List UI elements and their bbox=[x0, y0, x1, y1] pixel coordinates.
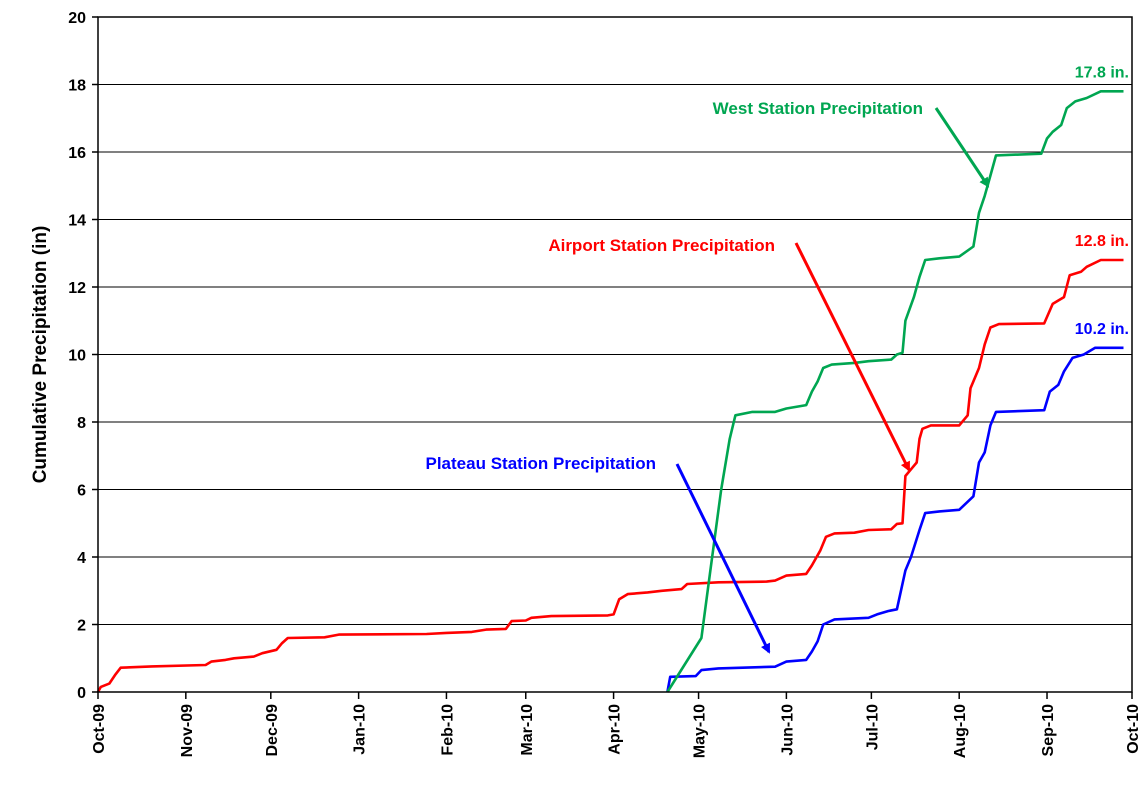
y-tick-label: 14 bbox=[68, 213, 86, 230]
airport-station-precipitation-end-label: 12.8 in. bbox=[1075, 233, 1129, 250]
x-tick-label: Dec-09 bbox=[264, 704, 281, 757]
series-lines bbox=[96, 90, 1124, 693]
airport-station-callout-arrow bbox=[794, 242, 911, 472]
x-tick-label: Jan-10 bbox=[352, 704, 369, 755]
y-tick-label: 0 bbox=[77, 685, 86, 702]
plateau-station-precipitation-end-label: 10.2 in. bbox=[1075, 321, 1129, 338]
x-tick-label: Oct-09 bbox=[91, 704, 108, 754]
west-station-callout-text: West Station Precipitation bbox=[713, 99, 923, 118]
y-tick-label: 8 bbox=[77, 415, 86, 432]
gridlines bbox=[98, 16, 1132, 625]
y-tick-label: 10 bbox=[68, 348, 86, 365]
plot-frame bbox=[97, 16, 1133, 693]
y-tick-label: 6 bbox=[77, 483, 86, 500]
axes bbox=[92, 16, 1133, 699]
airport-station-precipitation-line bbox=[96, 258, 1124, 693]
y-tick-label: 18 bbox=[68, 78, 86, 95]
x-tick-label: Nov-09 bbox=[179, 704, 196, 757]
x-tick-label: Sep-10 bbox=[1040, 704, 1057, 757]
y-tick-label: 12 bbox=[68, 280, 86, 297]
x-tick-label: Feb-10 bbox=[439, 704, 456, 756]
plateau-station-precipitation-line bbox=[666, 346, 1124, 693]
plateau-station-callout-arrow bbox=[675, 463, 771, 654]
y-axis-title: Cumulative Precipitation (in) bbox=[30, 226, 51, 484]
x-tick-label: Jun-10 bbox=[779, 704, 796, 756]
x-tick-label: Aug-10 bbox=[952, 704, 969, 758]
annotations: 12.8 in. 10.2 in. 17.8 in. West Station Pre… bbox=[426, 64, 1129, 654]
x-tick-label: Oct-10 bbox=[1125, 704, 1142, 754]
x-tick-label: Mar-10 bbox=[519, 704, 536, 756]
west-station-precipitation-line bbox=[666, 90, 1124, 693]
y-tick-label: 2 bbox=[77, 618, 86, 635]
west-station-precipitation-end-label: 17.8 in. bbox=[1075, 64, 1129, 81]
airport-station-callout-text: Airport Station Precipitation bbox=[548, 236, 775, 255]
x-tick-label: Jul-10 bbox=[864, 704, 881, 750]
west-station-callout-arrow bbox=[934, 107, 990, 188]
y-tick-label: 20 bbox=[68, 10, 86, 27]
y-tick-label: 16 bbox=[68, 145, 86, 162]
y-tick-label: 4 bbox=[77, 550, 86, 567]
x-tick-label: Apr-10 bbox=[607, 704, 624, 755]
tick-labels: 0 2 4 6 8 10 12 14 16 18 20 Oct-09 Nov-09 Dec-09 Jan-1… bbox=[30, 10, 1142, 758]
plateau-station-callout-text: Plateau Station Precipitation bbox=[426, 454, 657, 473]
x-tick-label: May-10 bbox=[692, 704, 709, 758]
